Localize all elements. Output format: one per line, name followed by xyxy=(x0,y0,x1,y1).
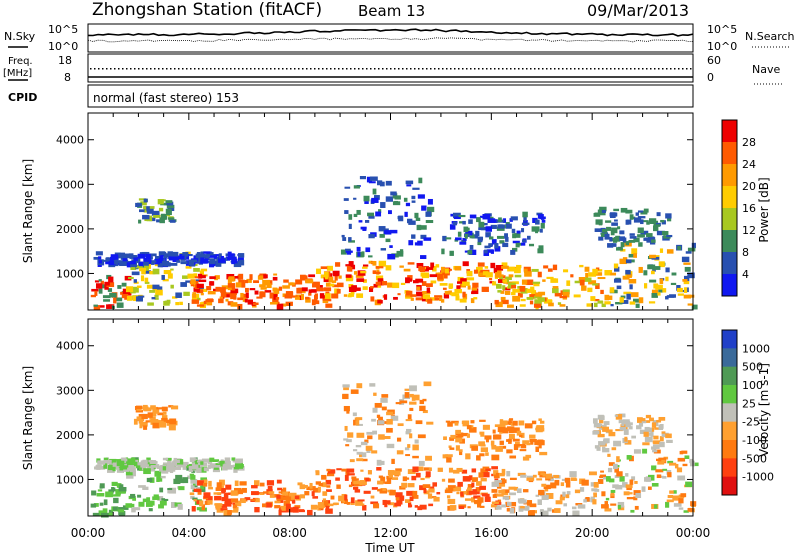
velocity-panel: 1000 2000 3000 4000 Slant Range [km] 1000 50… xyxy=(21,318,774,518)
velocity-cbar-label: Velocity [m s-1] xyxy=(757,363,771,457)
freq-panel: Freq. [MHz] 18 8 60 0 Nave xyxy=(3,53,782,85)
colorbar-tick-label: 1000 xyxy=(742,342,770,355)
power-colorbar: 28 24 20 16 12 8 4 xyxy=(721,119,756,297)
colorbar-tick-label: 4 xyxy=(742,268,749,281)
y-tick-label: 2000 xyxy=(56,223,84,236)
freq-unit: [MHz] xyxy=(3,68,32,79)
colorbar-tick-label: -500 xyxy=(742,452,767,465)
nsky-tick-bottom: 10^0 xyxy=(48,40,78,53)
power-panel: 1000 2000 3000 4000 Slant Range [km] 28 24 20… xyxy=(21,112,771,311)
beam-label: Beam 13 xyxy=(358,2,426,20)
nave-trace xyxy=(90,68,692,70)
y-tick-label: 4000 xyxy=(56,134,84,147)
freq-tick-top: 18 xyxy=(58,54,72,67)
velocity-ylabel: Slant Range [km] xyxy=(21,366,35,470)
power-heatmap xyxy=(90,176,698,311)
colorbar-tick-label: -1000 xyxy=(742,471,774,484)
colorbar-tick-label: 8 xyxy=(742,246,749,259)
nsky-panel: N.Sky 10^5 10^0 10^5 10^0 N.Search xyxy=(4,23,795,53)
nsearch-trace xyxy=(87,37,693,43)
nsearch-label: N.Search xyxy=(745,30,795,43)
colorbar-tick-label: -100 xyxy=(742,434,767,447)
date-label: 09/Mar/2013 xyxy=(587,1,690,20)
colorbar-tick-label: 16 xyxy=(742,202,756,215)
y-tick-label: 3000 xyxy=(56,178,84,191)
time-tick-label: 12:00 xyxy=(373,526,408,540)
colorbar-tick-label: 24 xyxy=(742,158,756,171)
y-tick-label: 2000 xyxy=(56,429,84,442)
nsearch-tick-top: 10^5 xyxy=(707,23,737,36)
colorbar-tick-label: 500 xyxy=(742,361,763,374)
time-tick-label: 00:00 xyxy=(71,526,106,540)
colorbar-tick-label: 100 xyxy=(742,379,763,392)
time-tick-label: 08:00 xyxy=(272,526,307,540)
nsky-trace xyxy=(87,28,694,37)
colorbar-tick-label: 20 xyxy=(742,180,756,193)
colorbar-tick-label: 28 xyxy=(742,136,756,149)
y-tick-label: 4000 xyxy=(56,340,84,353)
time-tick-label: 16:00 xyxy=(474,526,509,540)
nave-label: Nave xyxy=(752,63,780,76)
cpid-panel: CPID normal (fast stereo) 153 xyxy=(8,84,694,108)
freq-label: Freq. xyxy=(8,56,33,67)
time-tick-label: 04:00 xyxy=(172,526,207,540)
nave-tick-top: 60 xyxy=(707,54,721,67)
station-title: Zhongshan Station (fitACF) xyxy=(92,0,323,20)
time-axis: 00:00 04:00 08:00 12:00 16:00 20:00 00:00 xyxy=(71,526,711,540)
power-axes: 1000 2000 3000 4000 xyxy=(56,113,694,310)
power-cbar-label: Power [dB] xyxy=(757,177,771,242)
cpid-text: normal (fast stereo) 153 xyxy=(93,91,239,105)
time-axis-label: Time UT xyxy=(364,541,415,554)
y-tick-label: 1000 xyxy=(56,473,84,486)
nsky-label: N.Sky xyxy=(4,30,36,43)
time-tick-label: 20:00 xyxy=(575,526,610,540)
velocity-colorbar: 1000 500 100 25 -25 -100 -500 -1000 xyxy=(721,329,774,496)
colorbar-tick-label: -25 xyxy=(742,416,760,429)
velocity-axes: 1000 2000 3000 4000 xyxy=(56,319,694,516)
nsky-tick-top: 10^5 xyxy=(48,23,78,36)
colorbar-tick-label: 12 xyxy=(742,224,756,237)
nave-tick-bottom: 0 xyxy=(707,71,714,84)
colorbar-tick-label: 25 xyxy=(742,397,756,410)
y-tick-label: 3000 xyxy=(56,384,84,397)
time-tick-label: 00:00 xyxy=(676,526,711,540)
freq-tick-bottom: 8 xyxy=(64,71,71,84)
cpid-label: CPID xyxy=(8,91,37,104)
velocity-heatmap xyxy=(90,381,699,518)
power-ylabel: Slant Range [km] xyxy=(21,159,35,263)
y-tick-label: 1000 xyxy=(56,267,84,280)
nsearch-tick-bottom: 10^0 xyxy=(707,40,737,53)
